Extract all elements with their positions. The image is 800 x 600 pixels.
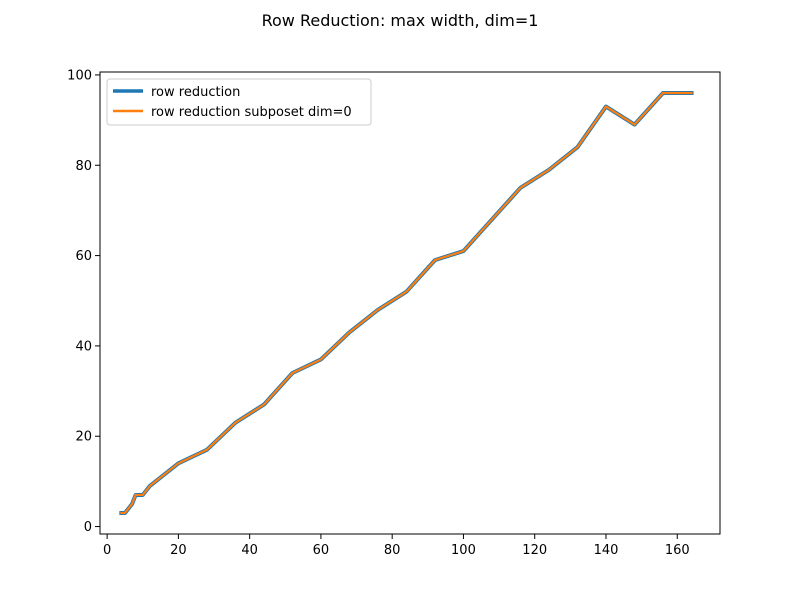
x-tick-label: 20 [170,543,187,558]
x-tick-label: 40 [241,543,258,558]
x-tick-label: 0 [103,543,111,558]
axes-frame [99,71,721,535]
x-axis-ticks: 0 20 40 60 80 100 120 140 160 [103,534,690,558]
y-tick-label: 20 [75,430,92,445]
x-tick-label: 100 [451,543,476,558]
y-tick-label: 0 [84,520,92,535]
y-tick-label: 40 [75,339,92,354]
x-tick-label: 140 [594,543,619,558]
legend-label-row-reduction: row reduction [151,85,240,100]
legend: row reduction row reduction subposet dim… [106,78,372,126]
y-tick-label: 100 [67,68,92,83]
plot-lines [119,91,694,515]
legend-box [106,78,372,126]
y-tick-label: 60 [75,249,92,264]
x-tick-label: 80 [384,543,401,558]
y-tick-label: 80 [75,159,92,174]
series-line-1 [120,91,693,515]
legend-label-row-reduction-subposet: row reduction subposet dim=0 [151,105,352,120]
chart-title: Row Reduction: max width, dim=1 [262,11,539,30]
x-tick-label: 120 [522,543,547,558]
x-tick-label: 160 [665,543,690,558]
y-axis-ticks: 0 20 40 60 80 100 [67,68,100,535]
x-tick-label: 60 [313,543,330,558]
